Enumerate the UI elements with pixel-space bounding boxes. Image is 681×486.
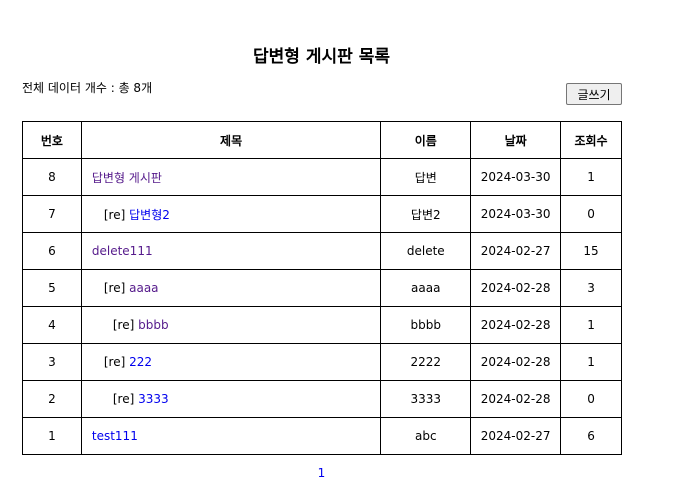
subject-wrapper: [re] 222 <box>92 355 152 369</box>
post-title-link[interactable]: 3333 <box>138 392 169 406</box>
subject-wrapper: [re] bbbb <box>92 318 169 332</box>
subject-wrapper: [re] 3333 <box>92 392 169 406</box>
row-views: 1 <box>560 343 622 381</box>
row-date: 2024-02-28 <box>470 380 562 418</box>
table-row: 5 [re] aaaa aaaa 2024-02-28 3 <box>22 269 622 307</box>
post-title-link[interactable]: 답변형 게시판 <box>91 170 162 185</box>
reply-prefix: [re] <box>112 392 139 406</box>
row-author: abc <box>380 417 472 455</box>
row-number: 5 <box>22 269 82 307</box>
row-date: 2024-03-30 <box>470 158 562 196</box>
table-row: 2 [re] 3333 3333 2024-02-28 0 <box>22 380 622 418</box>
row-number: 6 <box>22 232 82 270</box>
header-name: 이름 <box>380 121 472 159</box>
row-subject-cell: [re] 답변형2 <box>80 195 382 233</box>
post-title-link[interactable]: test111 <box>91 429 138 443</box>
row-number: 4 <box>22 306 82 344</box>
row-date: 2024-02-28 <box>470 306 562 344</box>
post-title-link[interactable]: 222 <box>129 355 153 369</box>
row-date: 2024-02-28 <box>470 269 562 307</box>
reply-prefix: [re] <box>112 318 139 332</box>
row-views: 0 <box>560 380 622 418</box>
subject-wrapper: delete111 <box>92 244 153 258</box>
row-number: 3 <box>22 343 82 381</box>
row-date: 2024-03-30 <box>470 195 562 233</box>
table-row: 3 [re] 222 2222 2024-02-28 1 <box>22 343 622 381</box>
row-views: 6 <box>560 417 622 455</box>
subject-wrapper: [re] aaaa <box>92 281 159 295</box>
post-title-link[interactable]: 답변형2 <box>129 207 170 222</box>
write-button[interactable]: 글쓰기 <box>566 83 622 105</box>
row-author: 3333 <box>380 380 472 418</box>
post-title-link[interactable]: bbbb <box>138 318 169 332</box>
header-date: 날짜 <box>470 121 562 159</box>
board-table: 번호 제목 이름 날짜 조회수 8 답변형 게시판 답변 2024-03-30 1 7 [r… <box>22 121 622 455</box>
post-title-link[interactable]: delete111 <box>91 244 153 258</box>
row-number: 2 <box>22 380 82 418</box>
row-number: 7 <box>22 195 82 233</box>
row-date: 2024-02-27 <box>470 232 562 270</box>
total-count-text: 전체 데이터 개수 : 총 8개 <box>22 81 153 95</box>
table-header-row: 번호 제목 이름 날짜 조회수 <box>22 121 622 159</box>
table-row: 4 [re] bbbb bbbb 2024-02-28 1 <box>22 306 622 344</box>
table-row: 6 delete111 delete 2024-02-27 15 <box>22 232 622 270</box>
row-subject-cell: [re] bbbb <box>80 306 382 344</box>
subject-wrapper: [re] 답변형2 <box>92 208 170 222</box>
row-subject-cell: [re] aaaa <box>80 269 382 307</box>
table-row: 8 답변형 게시판 답변 2024-03-30 1 <box>22 158 622 196</box>
subject-wrapper: test111 <box>92 429 138 443</box>
row-number: 8 <box>22 158 82 196</box>
row-author: aaaa <box>380 269 472 307</box>
row-author: bbbb <box>380 306 472 344</box>
page-link[interactable]: 1 <box>317 466 326 480</box>
row-views: 0 <box>560 195 622 233</box>
reply-prefix: [re] <box>103 207 130 222</box>
page-title: 답변형 게시판 목록 <box>253 47 390 67</box>
row-views: 1 <box>560 158 622 196</box>
row-author: delete <box>380 232 472 270</box>
reply-prefix: [re] <box>103 281 130 295</box>
row-subject-cell: 답변형 게시판 <box>80 158 382 196</box>
row-subject-cell: [re] 222 <box>80 343 382 381</box>
header-views: 조회수 <box>560 121 622 159</box>
row-date: 2024-02-28 <box>470 343 562 381</box>
pagination: 1 <box>0 466 643 480</box>
header-subject: 제목 <box>80 121 382 159</box>
board-body: 8 답변형 게시판 답변 2024-03-30 1 7 [re] 답변형2 답변2 2024-0… <box>22 158 622 455</box>
table-row: 1 test111 abc 2024-02-27 6 <box>22 417 622 455</box>
post-title-link[interactable]: aaaa <box>129 281 159 295</box>
reply-prefix: [re] <box>103 355 130 369</box>
row-number: 1 <box>22 417 82 455</box>
table-row: 7 [re] 답변형2 답변2 2024-03-30 0 <box>22 195 622 233</box>
subject-wrapper: 답변형 게시판 <box>92 171 162 185</box>
row-subject-cell: delete111 <box>80 232 382 270</box>
row-views: 3 <box>560 269 622 307</box>
row-views: 1 <box>560 306 622 344</box>
row-date: 2024-02-27 <box>470 417 562 455</box>
row-subject-cell: [re] 3333 <box>80 380 382 418</box>
header-number: 번호 <box>22 121 82 159</box>
row-views: 15 <box>560 232 622 270</box>
row-author: 2222 <box>380 343 472 381</box>
row-author: 답변 <box>380 158 472 196</box>
row-subject-cell: test111 <box>80 417 382 455</box>
row-author: 답변2 <box>380 195 472 233</box>
